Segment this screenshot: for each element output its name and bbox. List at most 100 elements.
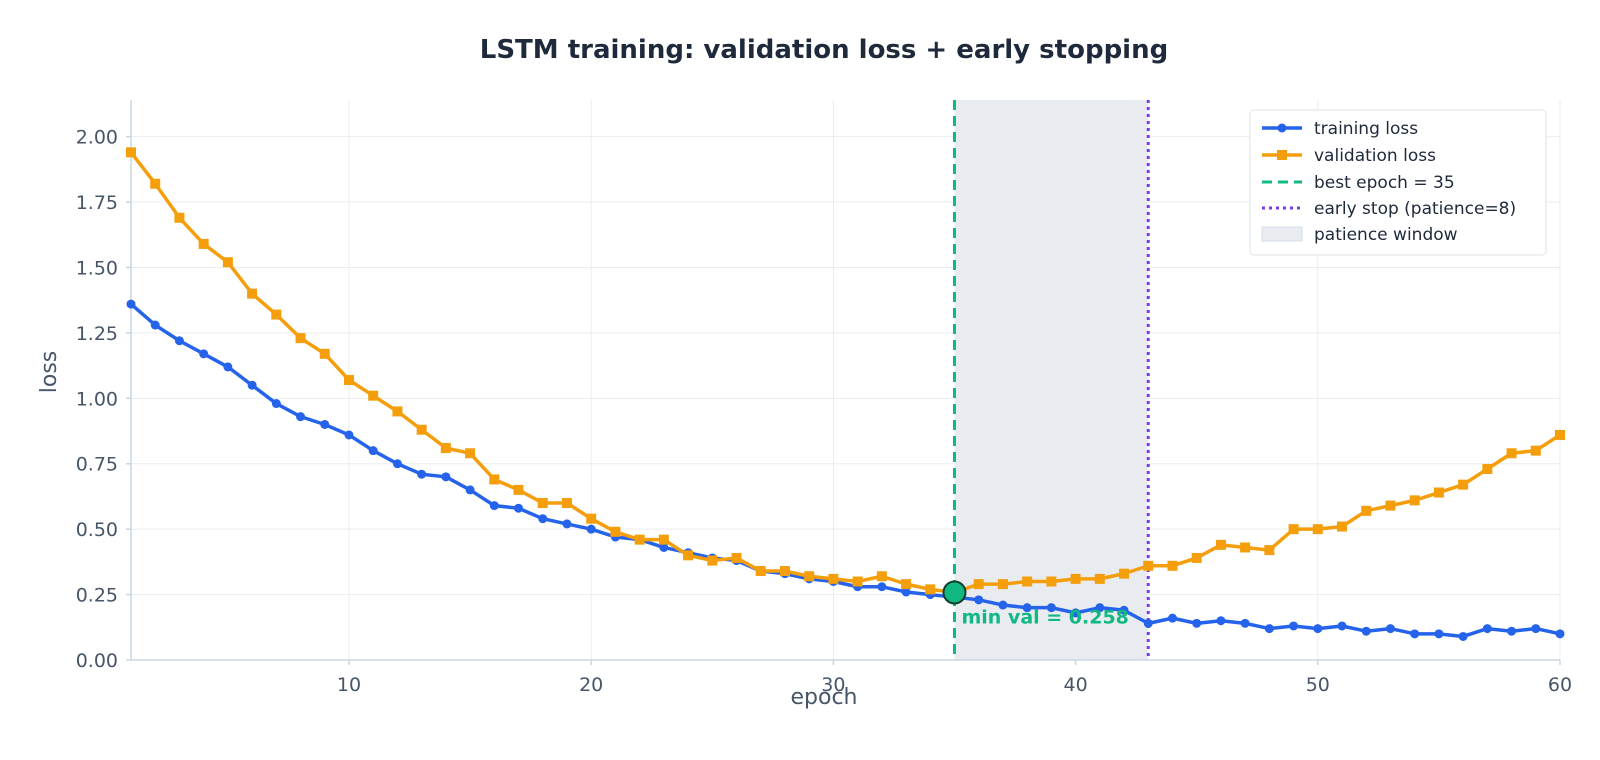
data-point xyxy=(1022,576,1033,587)
legend-box xyxy=(1249,109,1547,256)
data-point xyxy=(1433,487,1444,498)
legend-marker-training xyxy=(1277,123,1287,133)
data-point xyxy=(513,484,524,495)
data-point xyxy=(1094,573,1105,584)
data-point xyxy=(1289,621,1299,631)
data-point xyxy=(1385,500,1396,511)
data-point xyxy=(1506,448,1517,459)
x-axis-label: epoch xyxy=(791,685,858,710)
data-point xyxy=(707,555,718,566)
patience-window-band xyxy=(954,100,1149,660)
data-point xyxy=(319,348,330,359)
data-point xyxy=(1215,539,1226,550)
grid-x xyxy=(348,100,1561,660)
data-point xyxy=(1555,629,1565,639)
series-line xyxy=(129,302,1561,639)
data-point xyxy=(198,238,209,249)
data-point xyxy=(1555,429,1565,440)
data-point xyxy=(537,497,548,508)
data-point xyxy=(150,178,161,189)
data-point xyxy=(1313,624,1323,634)
data-point xyxy=(562,519,572,529)
y-tick-label: 1.50 xyxy=(76,257,118,279)
data-point xyxy=(174,336,184,346)
data-point xyxy=(925,584,936,595)
y-axis-ticks: 0.00 0.25 0.50 0.75 1.00 1.25 1.50 1.75 2.00 xyxy=(76,127,131,672)
x-tick-label: 30 xyxy=(821,674,845,696)
y-tick-label: 1.00 xyxy=(76,388,118,410)
data-point xyxy=(1216,616,1226,626)
data-point xyxy=(126,147,136,158)
data-point xyxy=(223,362,233,372)
data-point xyxy=(392,459,402,469)
data-point xyxy=(755,566,766,577)
data-point xyxy=(1095,603,1105,613)
legend-label-best-epoch: best epoch = 35 xyxy=(1314,173,1455,193)
data-point xyxy=(1458,631,1468,641)
data-point xyxy=(126,299,136,309)
data-point xyxy=(441,472,451,482)
data-point xyxy=(1410,629,1420,639)
y-tick-label: 1.75 xyxy=(76,192,118,214)
data-point xyxy=(440,443,451,454)
data-point xyxy=(1143,560,1154,571)
data-point xyxy=(1119,568,1130,579)
data-point xyxy=(1119,605,1129,615)
data-point xyxy=(247,288,258,299)
data-point xyxy=(1167,613,1177,623)
data-point xyxy=(1530,445,1541,456)
data-point xyxy=(1264,545,1275,556)
data-point xyxy=(150,320,160,330)
data-point xyxy=(659,542,669,552)
data-point xyxy=(1240,542,1251,553)
x-axis-ticks: 10 20 30 40 50 60 xyxy=(337,660,1572,696)
data-point xyxy=(901,579,912,590)
data-point xyxy=(828,573,839,584)
data-point xyxy=(1288,524,1299,535)
legend-label-early-stop: early stop (patience=8) xyxy=(1314,199,1516,219)
data-point xyxy=(852,576,863,587)
data-point xyxy=(1240,618,1250,628)
data-point xyxy=(877,582,887,592)
data-point xyxy=(1385,624,1395,634)
data-point xyxy=(489,501,499,511)
x-tick-label: 60 xyxy=(1548,674,1572,696)
legend-label-patience: patience window xyxy=(1314,225,1458,245)
chart-title: LSTM training: validation loss + early s… xyxy=(480,35,1168,65)
data-point xyxy=(368,390,379,401)
data-point xyxy=(1531,624,1541,634)
data-point xyxy=(1191,552,1202,563)
data-point xyxy=(901,587,911,597)
data-point xyxy=(392,406,403,417)
y-axis-label: loss xyxy=(37,351,62,394)
data-point xyxy=(271,309,282,320)
data-point xyxy=(1046,576,1057,587)
data-point xyxy=(876,571,887,582)
series-training-loss xyxy=(126,299,1565,641)
data-point xyxy=(1434,629,1444,639)
data-point xyxy=(489,474,500,485)
data-point xyxy=(683,550,694,561)
x-tick-label: 20 xyxy=(579,674,603,696)
data-point xyxy=(174,212,185,223)
data-point xyxy=(998,600,1008,610)
y-tick-label: 0.75 xyxy=(76,454,118,476)
data-point xyxy=(658,534,669,545)
data-point xyxy=(1458,479,1469,490)
data-point xyxy=(1143,618,1153,628)
min-val-annotation: min val = 0.258 xyxy=(961,606,1128,628)
min-val-marker xyxy=(942,580,967,605)
data-point xyxy=(538,514,548,524)
data-point xyxy=(1361,626,1371,636)
data-point xyxy=(343,375,354,385)
data-point xyxy=(344,430,354,440)
data-point xyxy=(804,571,815,582)
data-point xyxy=(1070,573,1081,584)
data-point xyxy=(1264,624,1274,634)
data-point xyxy=(1361,505,1372,516)
data-point xyxy=(1071,608,1081,618)
data-point xyxy=(296,412,306,422)
data-point xyxy=(417,469,427,479)
data-point xyxy=(295,333,306,344)
